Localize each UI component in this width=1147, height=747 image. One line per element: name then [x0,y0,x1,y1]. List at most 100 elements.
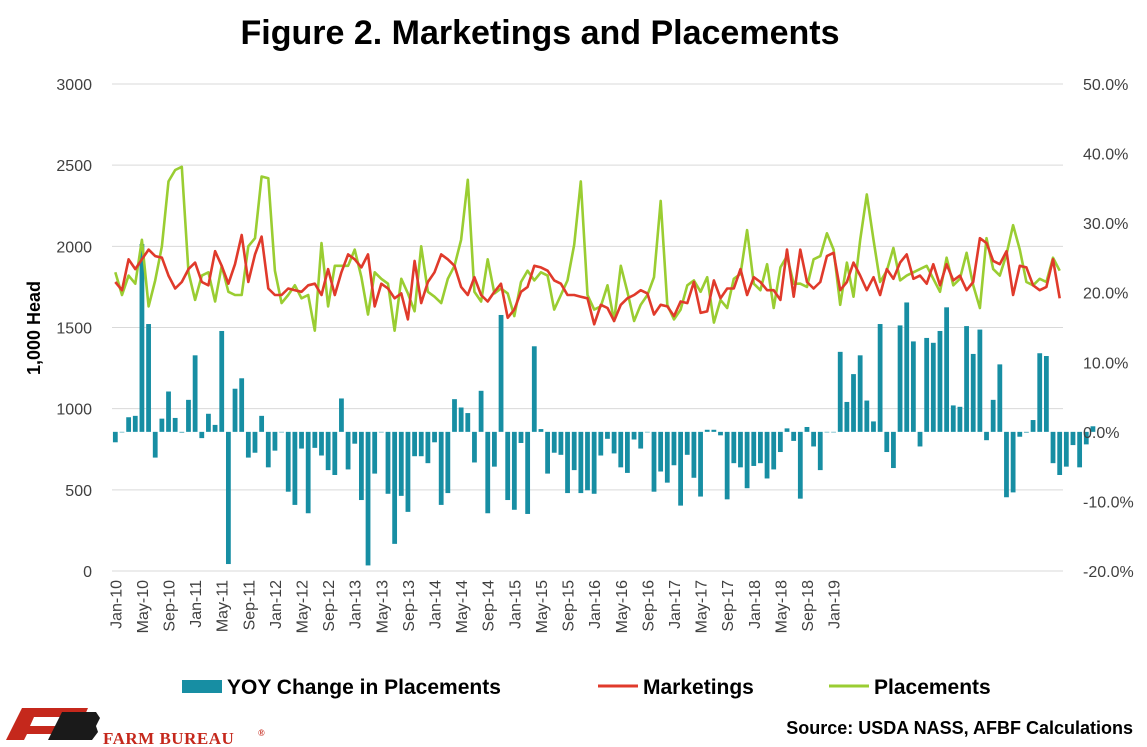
yoy-bar [777,431,783,453]
x-tick-label: May-17 [694,580,711,633]
x-tick-label: May-14 [454,580,471,633]
x-tick-label: Sep-13 [401,580,418,632]
yoy-bar [964,326,969,432]
yoy-bar [1070,431,1076,446]
yoy-bar [438,431,444,505]
yoy-bar [425,431,431,464]
yoy-bar [212,424,218,432]
yoy-bar [392,431,398,544]
yoy-bar [1024,431,1029,433]
yoy-bar [452,399,457,432]
yoy-bar [272,431,278,451]
yoy-bar [811,431,817,447]
yoy-bar [897,325,903,432]
x-tick-label: Sep-15 [561,580,578,632]
y-tick-label: 1000 [56,402,92,419]
yoy-bar [917,431,923,447]
yoy-bar [1030,420,1036,432]
yoy-bar [625,431,630,473]
yoy-bar [751,431,757,466]
yoy-bar [1050,431,1056,464]
yoy-bar [970,353,976,432]
yoy-bar [432,431,437,443]
yoy-bar [159,418,165,432]
right-axis-ticks: -20.0% -10.0% 0.0% 10.0% 20.0% 30.0% 40.0% 50.0… [1083,77,1134,581]
x-tick-label: May-16 [614,580,631,633]
y-tick-label: 2000 [56,239,92,256]
yoy-bar [758,431,763,464]
yoy-bar [698,431,703,497]
yoy-bar [764,431,770,479]
yoy-bars [112,244,1096,566]
yoy-bar [492,431,497,467]
yoy-bar [944,307,950,432]
gridlines [112,83,1063,572]
yoy-bar [186,399,191,432]
x-tick-label: Jan-19 [827,580,844,629]
yoy-bar [292,431,298,505]
yoy-bar [245,431,251,458]
x-tick-label: Jan-10 [108,580,125,629]
yoy-bar [206,413,211,432]
yoy-bar [1010,431,1016,493]
yoy-bar [378,431,384,433]
legend-swatch-yoy [182,680,222,693]
yoy-bar [305,431,311,514]
y-tick-label: 3000 [56,77,92,94]
y-tick-label: 2500 [56,158,92,175]
brand-name: FARM BUREAU [103,729,234,747]
y2-tick-label: 30.0% [1083,216,1128,233]
yoy-bar [1043,356,1049,432]
yoy-bar [738,431,743,468]
yoy-bar [718,431,723,436]
yoy-bar [172,417,178,432]
yoy-bar [551,431,557,453]
yoy-bar [332,431,338,475]
yoy-bar [658,431,664,472]
yoy-bar [179,431,185,433]
yoy-bar [265,431,271,468]
yoy-bar [531,346,537,432]
yoy-bar [139,244,145,432]
legend-label-placements: Placements [874,676,991,699]
yoy-bar [711,429,717,432]
yoy-bar [558,431,564,455]
y2-tick-label: -20.0% [1083,564,1134,581]
yoy-bar [199,431,205,439]
yoy-bar [285,431,291,492]
yoy-bar [319,431,324,456]
yoy-bar [352,431,358,444]
yoy-bar [232,388,238,432]
y2-tick-label: -10.0% [1083,494,1134,511]
yoy-bar [884,431,890,453]
yoy-bar [937,330,943,432]
yoy-bar [984,431,989,441]
yoy-bar [372,431,378,474]
yoy-bar [831,431,836,433]
yoy-bar [611,431,617,454]
yoy-bar [910,341,916,432]
yoy-bar [166,391,171,432]
yoy-bar [1063,431,1069,467]
x-tick-label: Jan-13 [348,580,365,629]
yoy-bar [505,431,511,501]
x-tick-label: Sep-18 [800,580,817,632]
yoy-bar [837,351,843,432]
yoy-bar [252,431,258,453]
yoy-bar [891,431,896,469]
y2-tick-label: 20.0% [1083,286,1128,303]
y-tick-label: 0 [83,564,92,581]
source-note: Source: USDA NASS, AFBF Calculations [786,718,1133,738]
x-tick-label: May-13 [374,580,391,633]
yoy-bar [458,407,464,432]
yoy-bar [465,413,471,432]
x-tick-label: Sep-14 [481,580,498,632]
yoy-bar [651,431,657,492]
yoy-bar [345,431,351,470]
yoy-bar [804,426,810,432]
yoy-bar [950,405,956,432]
yoy-bar [445,431,451,494]
yoy-bar [538,429,544,432]
x-tick-label: Jan-14 [428,580,445,629]
